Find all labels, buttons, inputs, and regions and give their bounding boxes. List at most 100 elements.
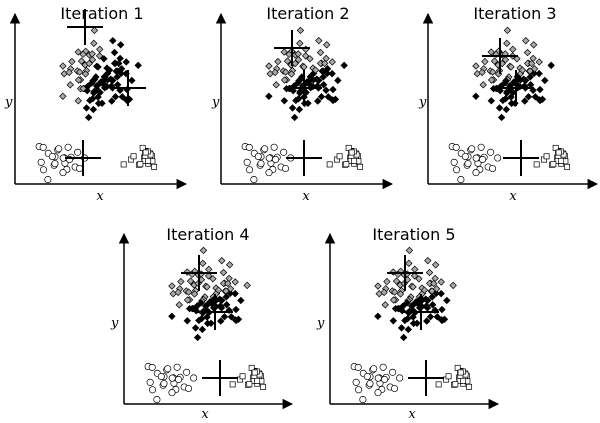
cluster-point-diamond-black	[222, 293, 230, 301]
centroid-cross-1	[274, 30, 310, 66]
cluster-point-circle	[478, 155, 487, 164]
cluster-point-diamond-gray	[432, 285, 441, 293]
cluster-point-circle	[157, 372, 165, 381]
cluster-point-diamond-gray	[79, 84, 87, 93]
cluster-point-circle	[265, 154, 273, 162]
cluster-point-circle	[380, 375, 389, 384]
cluster-point-diamond-gray	[296, 39, 304, 48]
cluster-point-diamond-gray	[383, 277, 391, 286]
cluster-point-circle	[257, 160, 265, 168]
cluster-point-diamond-black	[113, 73, 121, 81]
cluster-point-diamond-black	[116, 41, 125, 49]
cluster-point-circle	[59, 169, 67, 177]
cluster-point-diamond-gray	[177, 277, 185, 286]
cluster-point-diamond-gray	[487, 76, 496, 84]
cluster-point-diamond-black	[323, 65, 332, 73]
cluster-point-diamond-gray	[168, 282, 176, 290]
cluster-point-diamond-gray	[535, 58, 543, 66]
centroid-cross-2	[498, 70, 534, 106]
cluster-point-circle	[48, 152, 56, 161]
cluster-point-circle	[487, 148, 495, 156]
cluster-point-square	[343, 161, 350, 168]
cluster-point-diamond-gray	[199, 246, 208, 255]
cluster-point-diamond-gray	[291, 59, 299, 68]
cluster-point-diamond-gray	[311, 66, 320, 74]
cluster-point-diamond-black	[495, 104, 504, 112]
cluster-point-diamond-black	[315, 76, 323, 85]
cluster-point-circle	[396, 374, 404, 382]
cluster-point-diamond-gray	[430, 279, 438, 288]
panel-iteration-1: Iteration 1 y x	[4, 4, 188, 204]
cluster-point-diamond-gray	[523, 48, 532, 57]
panel-title: Iteration 1	[60, 4, 143, 23]
cluster-point-diamond-gray	[501, 56, 510, 64]
cluster-point-diamond-gray	[513, 55, 521, 63]
data-points	[144, 246, 267, 404]
cluster-point-diamond-black	[530, 69, 538, 78]
cluster-point-circle	[280, 148, 288, 156]
cluster-point-diamond-gray	[503, 39, 511, 48]
panel-title: Iteration 4	[166, 225, 249, 244]
cluster-point-circle	[184, 384, 193, 393]
cluster-point-diamond-gray	[287, 70, 296, 78]
panel-title: Iteration 5	[372, 225, 455, 244]
cluster-point-square	[137, 161, 144, 168]
cluster-point-diamond-gray	[328, 58, 336, 66]
cluster-point-diamond-black	[218, 296, 226, 305]
cluster-point-circle	[359, 396, 367, 404]
cluster-point-circle	[374, 374, 382, 382]
cluster-point-square	[145, 157, 152, 164]
data-points	[35, 26, 158, 184]
cluster-point-square	[558, 157, 565, 164]
cluster-point-diamond-black	[168, 312, 176, 320]
cluster-point-diamond-black	[118, 93, 127, 101]
cluster-point-diamond-gray	[316, 48, 325, 57]
y-axis-label: y	[418, 95, 427, 110]
cluster-point-diamond-black	[472, 92, 480, 100]
cluster-point-square	[336, 153, 343, 160]
cluster-point-diamond-gray	[509, 45, 517, 54]
cluster-point-circle	[452, 143, 460, 151]
cluster-point-diamond-black	[222, 301, 231, 309]
cluster-point-circle	[64, 143, 72, 151]
cluster-point-diamond-gray	[283, 57, 292, 65]
cluster-point-square	[251, 369, 258, 376]
cluster-point-diamond-gray	[218, 256, 226, 265]
cluster-point-diamond-black	[100, 84, 109, 92]
cluster-point-diamond-gray	[296, 26, 305, 35]
cluster-point-diamond-black	[443, 296, 451, 305]
cluster-point-diamond-gray	[405, 259, 413, 268]
centroid-cross-3	[503, 140, 539, 176]
cluster-point-diamond-gray	[420, 286, 429, 294]
cluster-point-diamond-gray	[322, 41, 331, 49]
cluster-point-diamond-black	[82, 104, 91, 112]
cluster-point-diamond-black	[329, 85, 337, 94]
cluster-point-diamond-black	[100, 55, 108, 63]
cluster-point-diamond-black	[191, 324, 200, 332]
cluster-point-diamond-gray	[68, 57, 76, 66]
y-axis-label: y	[211, 95, 220, 110]
cluster-point-diamond-black	[423, 317, 431, 325]
cluster-point-circle	[173, 363, 181, 371]
cluster-point-square	[254, 377, 261, 384]
cluster-point-diamond-gray	[415, 275, 423, 283]
cluster-point-diamond-gray	[225, 261, 234, 269]
cluster-point-diamond-black	[188, 304, 196, 313]
cluster-point-diamond-gray	[183, 296, 192, 304]
cluster-point-diamond-gray	[425, 268, 434, 277]
cluster-point-diamond-black	[389, 317, 398, 325]
cluster-point-diamond-black	[280, 97, 289, 105]
centroid-cross-3	[65, 140, 101, 176]
cluster-point-diamond-gray	[437, 278, 445, 286]
cluster-point-diamond-gray	[472, 62, 480, 70]
cluster-point-circle	[40, 166, 48, 174]
cluster-point-diamond-black	[217, 317, 225, 325]
cluster-point-diamond-black	[319, 81, 328, 89]
cluster-point-diamond-gray	[66, 81, 74, 89]
cluster-point-diamond-gray	[481, 57, 489, 66]
cluster-point-diamond-gray	[280, 48, 288, 56]
cluster-point-diamond-gray	[409, 283, 417, 291]
cluster-point-diamond-black	[426, 313, 435, 321]
centroid-markers	[181, 255, 238, 396]
cluster-point-diamond-black	[232, 305, 240, 314]
